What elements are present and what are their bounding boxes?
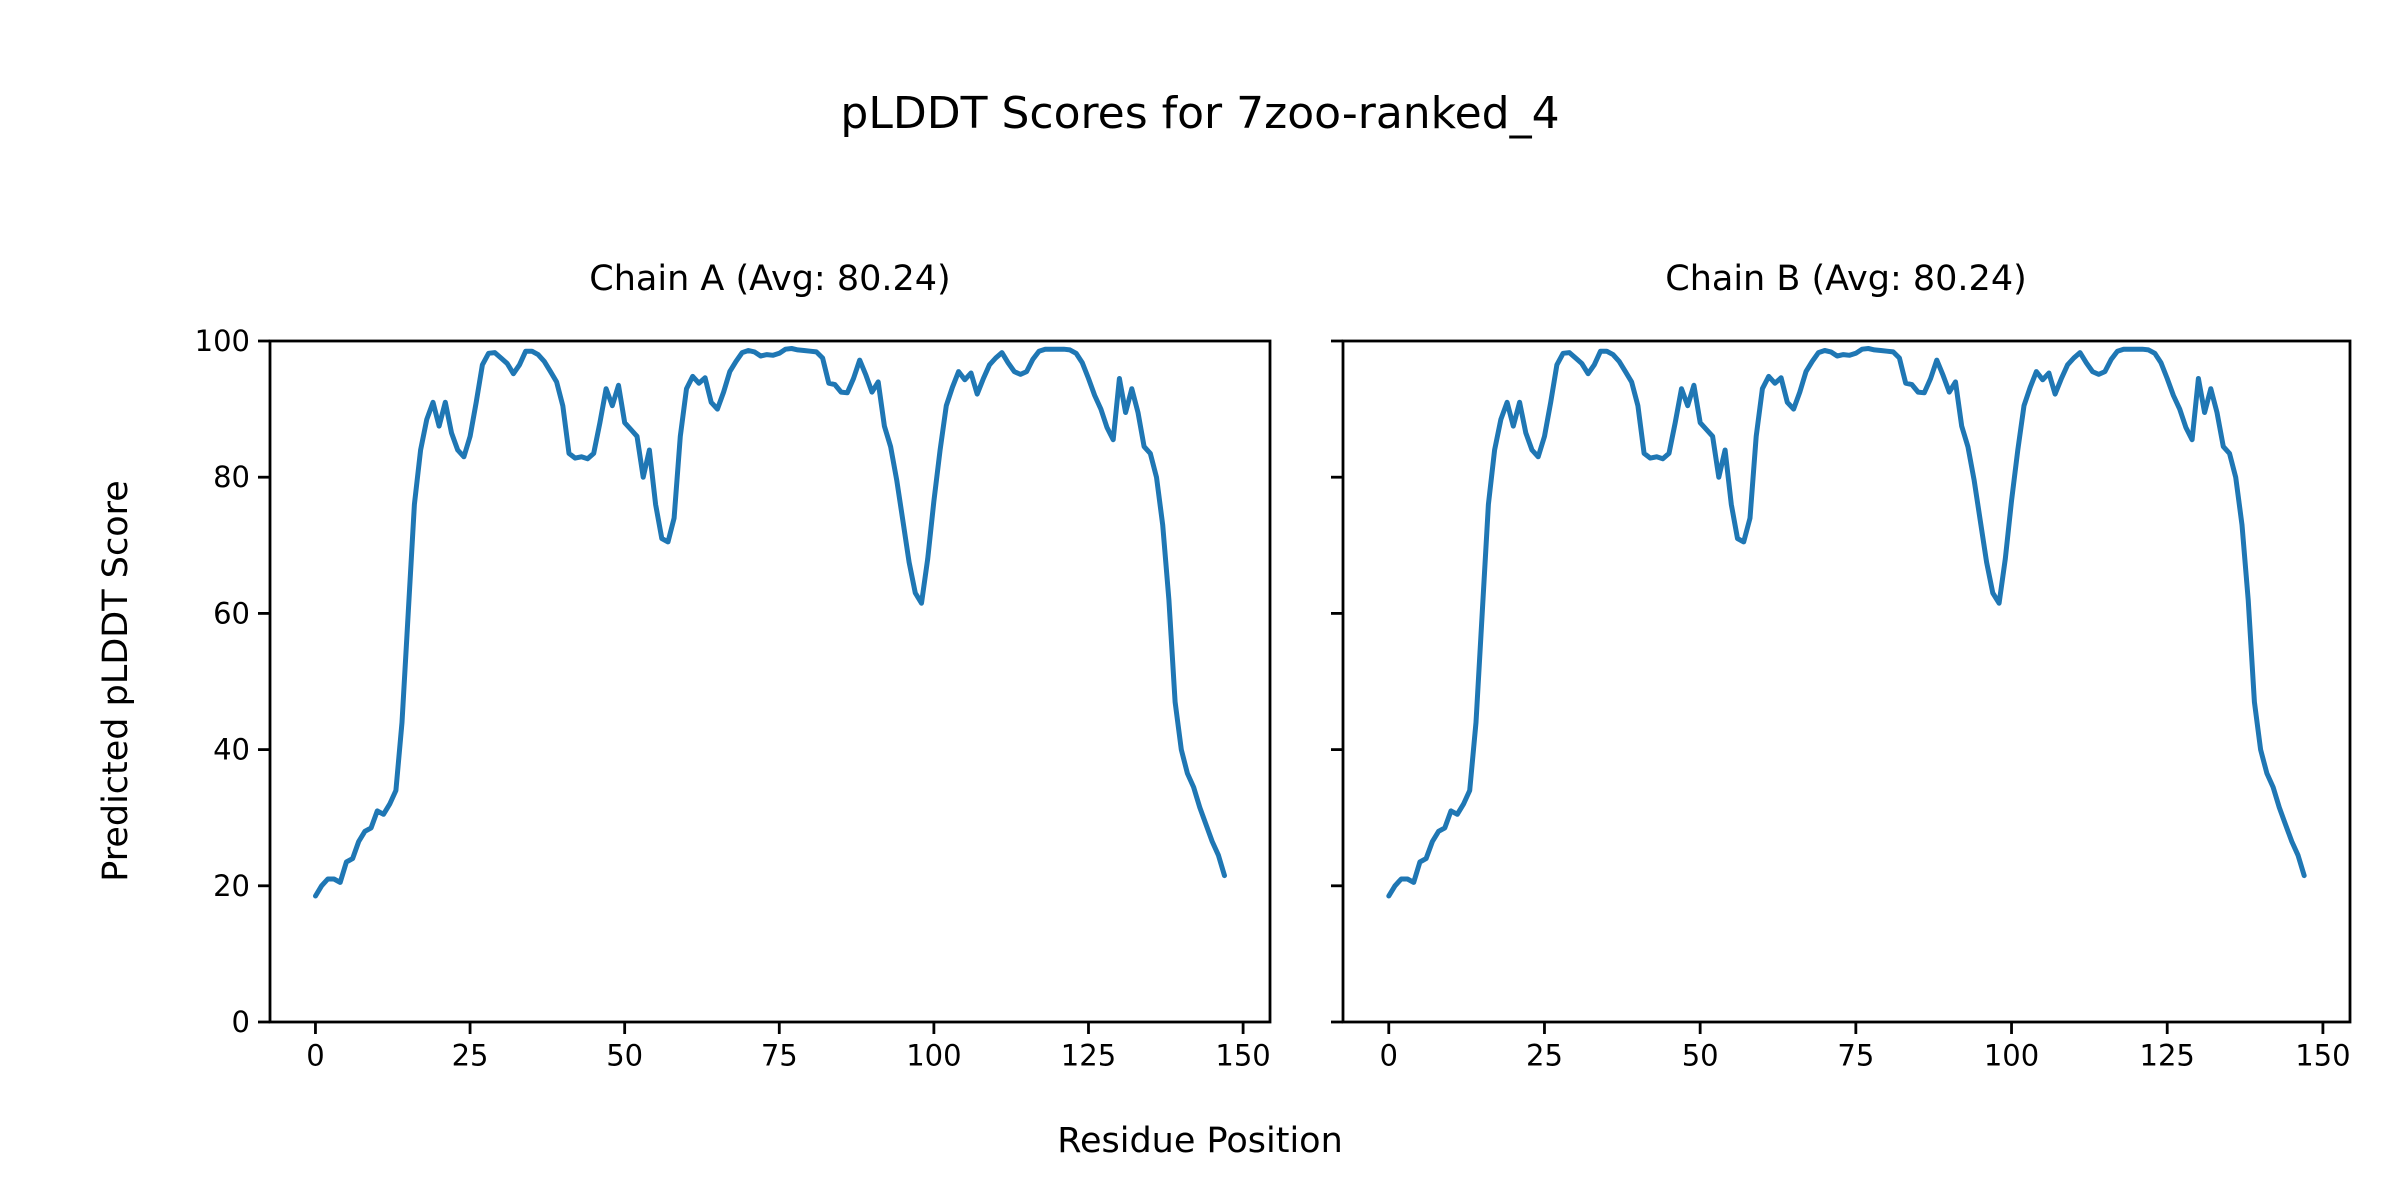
y-tick-label: 40 (213, 733, 250, 767)
x-tick-label: 150 (1215, 1039, 1270, 1073)
axes-spines (268, 339, 1272, 1024)
figure-title: pLDDT Scores for 7zoo-ranked_4 (840, 88, 1560, 139)
x-tick-label: 75 (761, 1039, 798, 1073)
y-tick-label: 100 (195, 324, 250, 358)
chain-a-axes: 0 25 50 75 100 125 150 0 20 40 60 80 100 (195, 324, 1272, 1073)
x-tick-label: 50 (1682, 1039, 1719, 1073)
x-tick-label: 100 (1984, 1039, 2039, 1073)
x-tick-label: 50 (606, 1039, 643, 1073)
x-tick-label: 125 (2140, 1039, 2195, 1073)
y-tick-label: 60 (213, 596, 250, 630)
plddt-score-line-chain-a (313, 346, 1227, 899)
y-axis-label: Predicted pLDDT Score (96, 480, 136, 882)
x-tick-label: 75 (1837, 1039, 1874, 1073)
y-tick-label: 20 (213, 869, 250, 903)
chain-b-subplot-title: Chain B (Avg: 80.24) (1665, 259, 2027, 299)
y-tick-label: 80 (213, 460, 250, 494)
plddt-score-line-chain-b (1386, 346, 2307, 899)
x-tick-label: 150 (2295, 1039, 2350, 1073)
x-tick-label: 25 (1526, 1039, 1563, 1073)
x-axis-label: Residue Position (1057, 1121, 1343, 1161)
y-tick-label: 0 (232, 1005, 250, 1039)
x-tick-label: 25 (452, 1039, 489, 1073)
chain-b-axes: 0 25 50 75 100 125 150 (1331, 339, 2352, 1073)
chain-a-subplot-title: Chain A (Avg: 80.24) (589, 259, 951, 299)
x-tick-label: 100 (906, 1039, 961, 1073)
x-tick-label: 125 (1061, 1039, 1116, 1073)
x-tick-label: 0 (306, 1039, 324, 1073)
x-tick-label: 0 (1380, 1039, 1398, 1073)
axes-spines (1341, 339, 2352, 1024)
